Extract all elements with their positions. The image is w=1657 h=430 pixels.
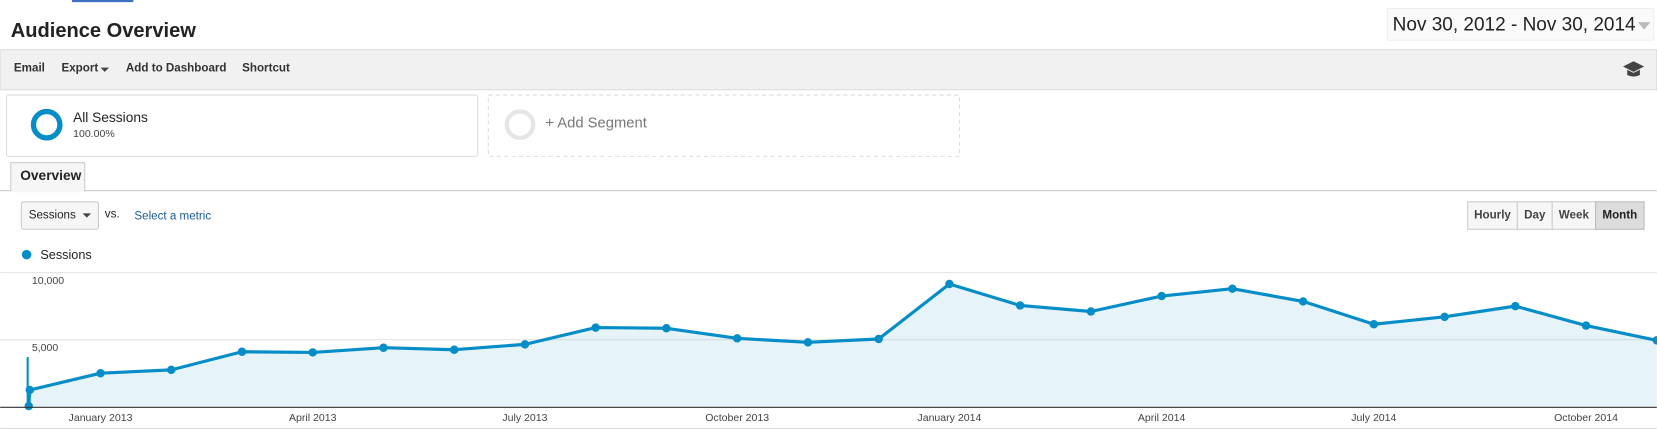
toolbar [0, 49, 1657, 91]
point [237, 347, 247, 356]
point [1440, 312, 1449, 322]
point [449, 345, 459, 354]
point [1652, 336, 1657, 345]
nav-indicator [72, 0, 134, 3]
button-label[interactable]: Hourly [1474, 209, 1511, 222]
point [591, 323, 600, 332]
point [732, 334, 742, 343]
y-tick-label: 10,000 [32, 275, 64, 287]
add-segment[interactable]: + Add Segment [545, 116, 647, 132]
export-arrow[interactable] [100, 67, 110, 72]
dropdown-arrow[interactable] [1637, 22, 1651, 30]
legend-label: Sessions [40, 248, 91, 262]
y-tick-label: 5,000 [32, 342, 59, 354]
toolbar-email[interactable]: Email [14, 62, 45, 75]
add-segment-ring[interactable] [504, 109, 536, 140]
point [308, 348, 317, 357]
tab[interactable] [10, 162, 86, 192]
point [1298, 297, 1308, 306]
button-label[interactable]: Day [1524, 209, 1546, 222]
x-tick-label: October 2013 [705, 412, 769, 424]
point [379, 343, 388, 352]
toolbar-add-dashboard[interactable]: Add to Dashboard [126, 62, 227, 75]
button-hourly[interactable] [1467, 201, 1518, 230]
button-day[interactable] [1516, 201, 1553, 230]
tab-join [11, 189, 84, 193]
date-range-picker[interactable]: Nov 30, 2012 - Nov 30, 2014 [1386, 7, 1655, 41]
x-tick-label: October 2014 [1554, 412, 1618, 424]
point [662, 324, 671, 333]
page-title: Audience Overview [11, 20, 196, 42]
x-tick-label: January 2013 [69, 412, 133, 424]
metric-dropdown[interactable] [20, 201, 99, 230]
point [1157, 291, 1166, 301]
point [167, 365, 176, 375]
point [1228, 284, 1237, 293]
point [96, 368, 105, 378]
button-week[interactable] [1551, 201, 1597, 230]
x-tick-label: July 2013 [502, 412, 547, 424]
button-label[interactable]: Month [1602, 209, 1637, 222]
point [1369, 320, 1379, 329]
area [28, 283, 1657, 407]
segment-ring [30, 108, 63, 141]
button-label[interactable]: Week [1559, 209, 1590, 222]
help-icon[interactable] [1622, 61, 1645, 77]
select-metric-link[interactable]: Select a metric [134, 210, 211, 223]
segment-name: All Sessions [73, 110, 148, 125]
legend-swatch [21, 249, 32, 260]
x-tick-label: April 2014 [1138, 412, 1186, 424]
x-tick-label: January 2014 [917, 412, 981, 424]
point [1581, 321, 1591, 330]
x-tick-label: July 2014 [1351, 412, 1396, 424]
x-tick-label: April 2013 [289, 412, 337, 424]
point [945, 279, 954, 289]
point [520, 340, 530, 349]
metric-name[interactable]: Sessions [29, 209, 76, 222]
segment-card[interactable] [6, 94, 479, 157]
cap-base[interactable] [1627, 69, 1640, 77]
add-segment-card[interactable] [487, 94, 961, 157]
segment-share: 100.00% [73, 128, 115, 140]
chart: Sessions 5,000 10,000 January 2013 April 201… [0, 248, 1657, 429]
tab-label[interactable]: Overview [20, 168, 81, 183]
date-range[interactable]: Nov 30, 2012 - Nov 30, 2014 [1393, 14, 1636, 35]
cap-top[interactable] [1622, 61, 1645, 72]
metric-arrow[interactable] [82, 213, 92, 218]
point [874, 334, 883, 344]
toolbar-export[interactable]: Export [61, 62, 98, 75]
vs-label: vs. [105, 208, 120, 221]
button-month[interactable] [1594, 201, 1645, 230]
granularity-group: Hourly Day Week Month [1467, 201, 1645, 230]
point [803, 338, 813, 347]
date-range-box[interactable] [1386, 7, 1655, 41]
point [1015, 301, 1025, 310]
point [1086, 307, 1096, 316]
header-bar [0, 0, 1657, 50]
toolbar-shortcut[interactable]: Shortcut [242, 62, 290, 75]
point [1511, 301, 1520, 311]
